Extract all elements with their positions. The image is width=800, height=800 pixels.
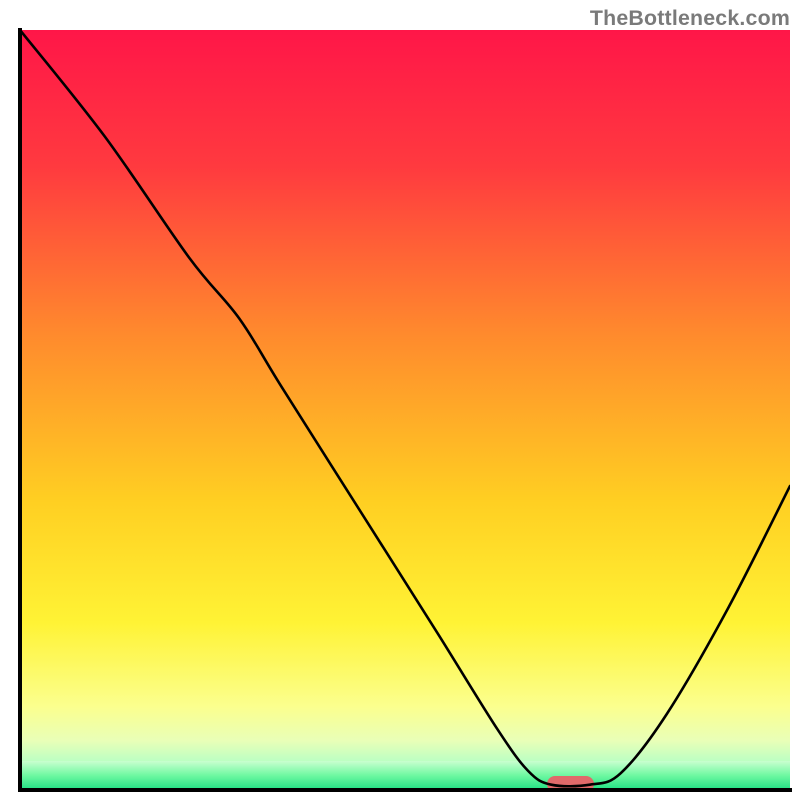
- bottleneck-curve: [20, 30, 790, 790]
- chart-plot-area: [20, 30, 790, 790]
- chart-container: TheBottleneck.com: [0, 0, 800, 800]
- watermark-text: TheBottleneck.com: [590, 6, 790, 31]
- x-axis-line: [18, 788, 792, 792]
- y-axis-line: [18, 28, 22, 792]
